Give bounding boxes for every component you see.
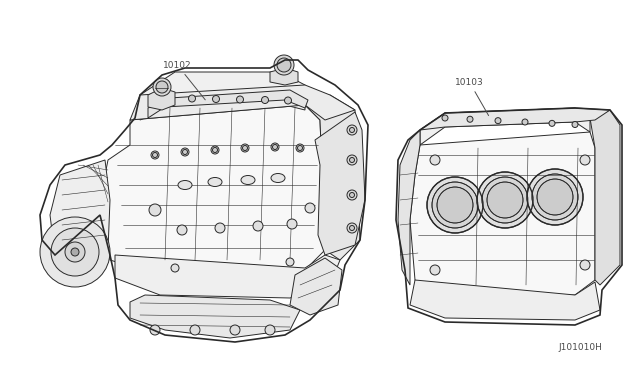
Circle shape — [215, 223, 225, 233]
Polygon shape — [305, 95, 360, 260]
Circle shape — [177, 225, 187, 235]
Circle shape — [241, 144, 249, 152]
Circle shape — [171, 264, 179, 272]
Polygon shape — [130, 85, 355, 120]
Polygon shape — [420, 108, 610, 130]
Polygon shape — [115, 255, 340, 298]
Circle shape — [149, 204, 161, 216]
Circle shape — [212, 96, 220, 103]
Circle shape — [537, 179, 573, 215]
Circle shape — [156, 81, 168, 93]
Circle shape — [212, 148, 218, 153]
Circle shape — [349, 157, 355, 163]
Circle shape — [482, 177, 528, 223]
Polygon shape — [590, 110, 620, 285]
Circle shape — [347, 190, 357, 200]
Polygon shape — [100, 105, 325, 280]
Circle shape — [151, 151, 159, 159]
Circle shape — [211, 146, 219, 154]
Circle shape — [430, 265, 440, 275]
Circle shape — [150, 325, 160, 335]
Text: 10102: 10102 — [163, 61, 205, 100]
Circle shape — [347, 223, 357, 233]
Circle shape — [467, 116, 473, 122]
Polygon shape — [50, 160, 110, 265]
Polygon shape — [290, 258, 342, 315]
Polygon shape — [148, 90, 308, 118]
Circle shape — [277, 58, 291, 72]
Circle shape — [262, 96, 269, 103]
Polygon shape — [398, 130, 420, 285]
Circle shape — [349, 192, 355, 198]
Ellipse shape — [178, 180, 192, 189]
Polygon shape — [410, 132, 595, 300]
Circle shape — [430, 155, 440, 165]
Circle shape — [253, 221, 263, 231]
Circle shape — [477, 172, 533, 228]
Circle shape — [549, 121, 555, 126]
Circle shape — [237, 96, 243, 103]
Circle shape — [286, 258, 294, 266]
Circle shape — [51, 228, 99, 276]
Circle shape — [190, 325, 200, 335]
Ellipse shape — [208, 177, 222, 186]
Polygon shape — [420, 108, 590, 145]
Circle shape — [487, 182, 523, 218]
Circle shape — [527, 169, 583, 225]
Circle shape — [296, 144, 304, 152]
Circle shape — [347, 155, 357, 165]
Polygon shape — [315, 112, 365, 255]
Polygon shape — [140, 72, 305, 120]
Circle shape — [432, 182, 478, 228]
Circle shape — [71, 248, 79, 256]
Circle shape — [349, 128, 355, 132]
Circle shape — [532, 174, 578, 220]
Circle shape — [164, 94, 172, 102]
Circle shape — [65, 242, 85, 262]
Circle shape — [265, 325, 275, 335]
Circle shape — [230, 325, 240, 335]
Circle shape — [182, 150, 188, 154]
Text: 10103: 10103 — [455, 77, 488, 116]
Circle shape — [152, 153, 157, 157]
Circle shape — [305, 203, 315, 213]
Ellipse shape — [271, 173, 285, 183]
Text: J101010H: J101010H — [558, 343, 602, 352]
Polygon shape — [410, 280, 600, 320]
Circle shape — [287, 219, 297, 229]
Ellipse shape — [241, 176, 255, 185]
Circle shape — [580, 260, 590, 270]
Circle shape — [274, 55, 294, 75]
Circle shape — [522, 119, 528, 125]
Circle shape — [437, 187, 473, 223]
Circle shape — [181, 148, 189, 156]
Circle shape — [271, 143, 279, 151]
Polygon shape — [270, 68, 298, 85]
Circle shape — [285, 97, 291, 104]
Circle shape — [153, 78, 171, 96]
Circle shape — [572, 122, 578, 128]
Circle shape — [349, 225, 355, 231]
Circle shape — [442, 115, 448, 121]
Circle shape — [298, 145, 303, 151]
Circle shape — [189, 95, 195, 102]
Circle shape — [243, 145, 248, 151]
Circle shape — [273, 144, 278, 150]
Circle shape — [40, 217, 110, 287]
Circle shape — [347, 125, 357, 135]
Polygon shape — [130, 295, 300, 338]
Polygon shape — [148, 88, 175, 110]
Circle shape — [495, 118, 501, 124]
Circle shape — [580, 155, 590, 165]
Circle shape — [427, 177, 483, 233]
